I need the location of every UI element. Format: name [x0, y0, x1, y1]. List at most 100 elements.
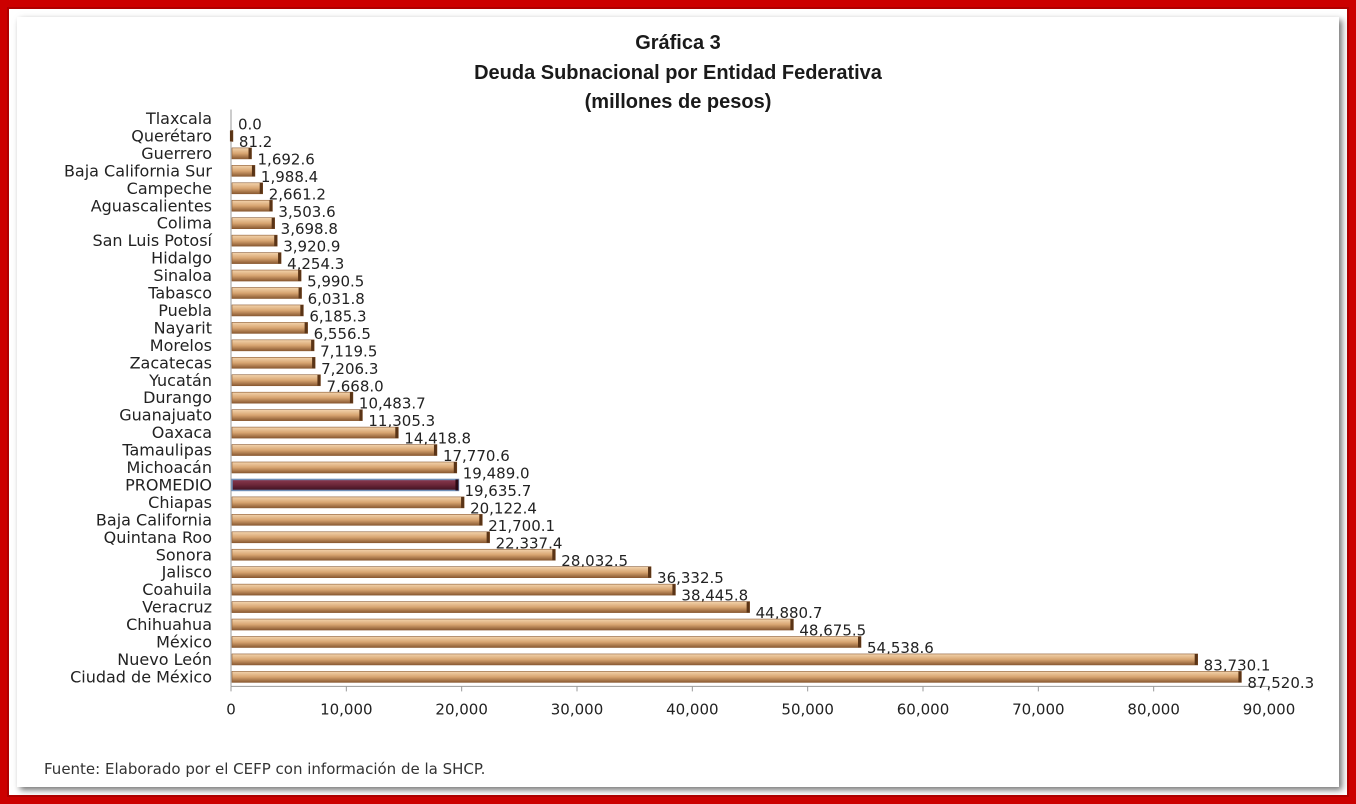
category-label: Chiapas: [148, 493, 212, 512]
bar: [231, 339, 315, 352]
bar-end-cap: [251, 165, 255, 177]
category-label: Aguascalientes: [91, 196, 212, 215]
value-label: 4,254.3: [287, 255, 344, 273]
x-tick-label: 50,000: [781, 700, 834, 718]
bar: [231, 391, 354, 404]
category-label: Chihuahua: [126, 615, 212, 634]
category-label: Michoacán: [126, 458, 212, 477]
category-label: Guanajuato: [119, 406, 212, 425]
bar-end-cap: [248, 147, 252, 159]
bar-end-cap: [461, 496, 465, 508]
bar: [231, 653, 1198, 666]
bar-end-cap: [300, 304, 304, 316]
category-label: Baja California Sur: [64, 161, 212, 180]
bar-end-cap: [304, 322, 308, 334]
category-label: Oaxaca: [152, 423, 212, 442]
value-label: 7,206.3: [321, 360, 378, 378]
chart-unit-label: (millones de pesos): [584, 91, 772, 113]
bar-end-cap: [317, 374, 321, 386]
x-tick-label: 80,000: [1127, 700, 1180, 718]
value-label: 6,556.5: [314, 325, 371, 343]
value-label: 0.0: [238, 116, 262, 134]
chart-title: Gráfica 3: [635, 32, 721, 54]
bar: [231, 514, 483, 526]
bar-end-cap: [298, 270, 302, 282]
x-tick-label: 90,000: [1243, 700, 1296, 718]
bar: [231, 444, 438, 456]
bar-end-cap: [858, 636, 862, 648]
bar-end-cap: [453, 462, 457, 473]
bar: [231, 496, 465, 509]
bar-end-cap: [552, 549, 556, 561]
value-label: 11,305.3: [368, 412, 435, 430]
value-label: 22,337.4: [496, 534, 563, 552]
value-label: 81.2: [239, 133, 272, 151]
value-label: 1,988.4: [261, 168, 318, 186]
bar-end-cap: [269, 200, 273, 212]
value-label: 19,489.0: [463, 465, 530, 483]
category-label: Puebla: [158, 301, 212, 320]
x-tick-label: 70,000: [1012, 700, 1065, 718]
value-label: 14,418.8: [404, 430, 471, 448]
bar: [231, 252, 282, 264]
value-label: 3,698.8: [281, 220, 338, 238]
bar: [231, 165, 256, 177]
bar-end-cap: [455, 479, 459, 491]
bar: [231, 566, 652, 579]
category-label: Baja California: [96, 510, 212, 529]
bar-end-cap: [274, 235, 278, 247]
value-label: 21,700.1: [488, 517, 555, 535]
bar-end-cap: [1238, 671, 1242, 683]
category-label: Tamaulipas: [121, 441, 212, 460]
x-tick-label: 40,000: [666, 700, 719, 718]
bar: [231, 199, 273, 212]
bar: [231, 461, 458, 474]
category-label: Coahuila: [142, 580, 212, 599]
bar: [231, 182, 263, 195]
chart-subtitle: Deuda Subnacional por Entidad Federativa: [474, 62, 882, 84]
value-label: 2,661.2: [269, 185, 326, 203]
value-label: 10,483.7: [359, 395, 426, 413]
bar-highlight: [231, 478, 460, 492]
bar-end-cap: [486, 531, 490, 543]
bar-end-cap: [359, 409, 363, 421]
bar-end-cap: [648, 566, 652, 578]
value-label: 36,332.5: [657, 569, 724, 587]
category-label: Querétaro: [131, 126, 212, 145]
value-label: 3,503.6: [278, 203, 335, 221]
bar: [231, 409, 363, 421]
category-label: Durango: [143, 388, 212, 407]
bar: [231, 618, 794, 631]
bar: [231, 356, 316, 369]
bar: [231, 217, 275, 229]
bar: [231, 548, 556, 561]
bar-end-cap: [278, 252, 282, 264]
category-label: Tabasco: [147, 284, 212, 303]
value-label: 20,122.4: [470, 499, 537, 517]
value-label: 19,635.7: [464, 482, 531, 500]
value-label: 83,730.1: [1204, 656, 1271, 674]
x-tick-label: 10,000: [320, 700, 373, 718]
bar: [231, 287, 302, 299]
bar: [231, 426, 399, 439]
bar-end-cap: [311, 339, 315, 351]
value-label: 48,675.5: [799, 622, 866, 640]
category-label: Yucatán: [148, 371, 212, 390]
bar: [231, 583, 676, 596]
value-label: 7,668.0: [326, 377, 383, 395]
category-label: Colima: [157, 214, 212, 233]
x-tick-label: 60,000: [897, 700, 950, 718]
bar-end-cap: [672, 584, 676, 596]
category-label: Guerrero: [141, 144, 212, 163]
category-label: Jalisco: [161, 563, 212, 582]
bar: [231, 601, 750, 613]
value-label: 7,119.5: [320, 342, 377, 360]
bar: [231, 671, 1242, 683]
value-label: 1,692.6: [258, 150, 315, 168]
bar-end-cap: [259, 182, 263, 194]
source-note: Fuente: Elaborado por el CEFP con inform…: [44, 760, 486, 778]
x-tick-label: 30,000: [551, 700, 604, 718]
bar: [231, 374, 321, 387]
bar-end-cap: [271, 217, 275, 229]
value-label: 3,920.9: [283, 238, 340, 256]
